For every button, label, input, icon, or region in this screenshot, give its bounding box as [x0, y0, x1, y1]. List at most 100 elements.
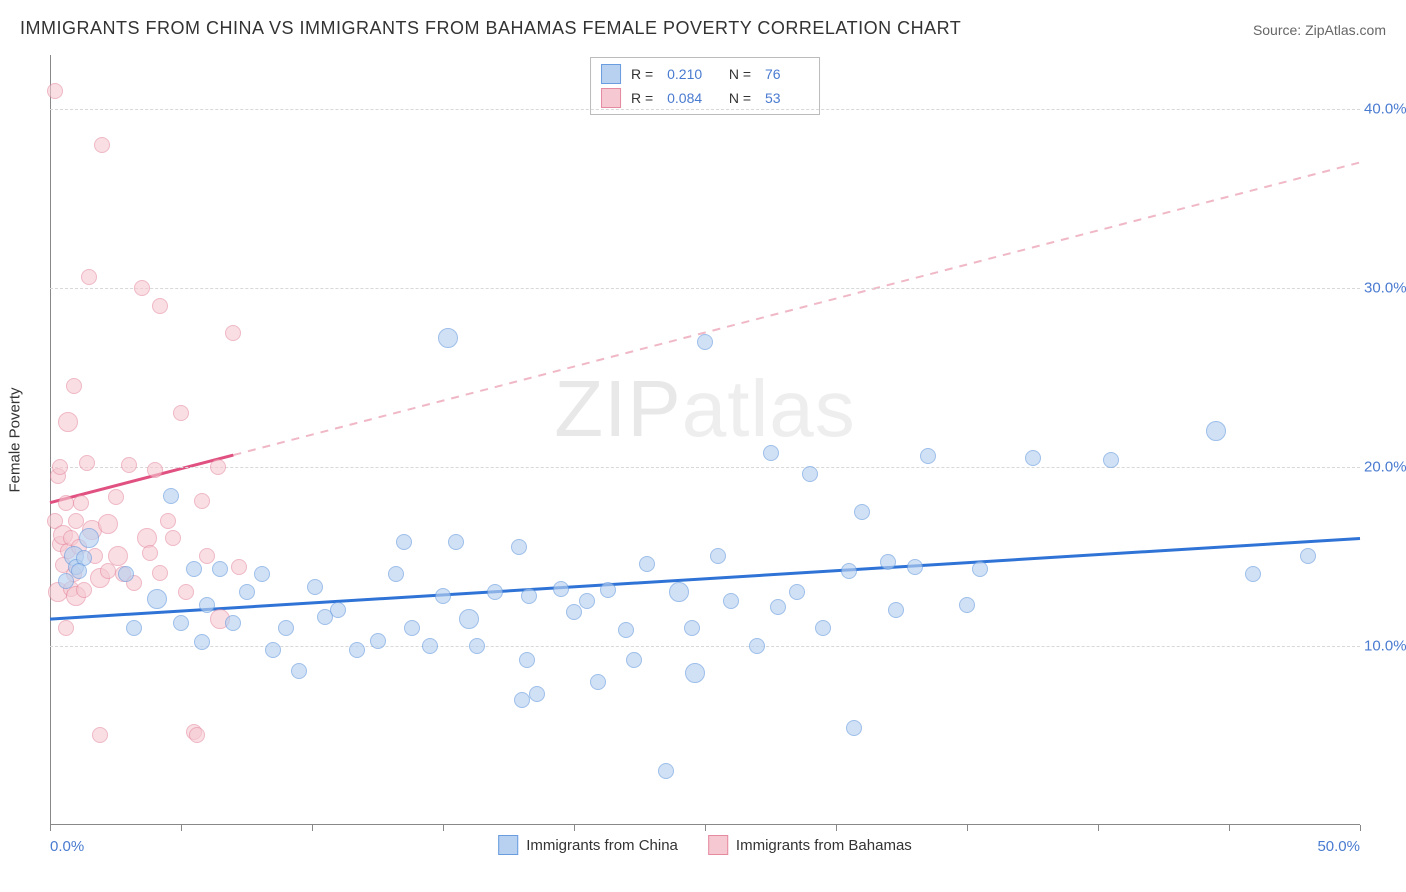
x-tick-mark	[1229, 825, 1230, 831]
data-point	[972, 561, 988, 577]
data-point	[291, 663, 307, 679]
data-point	[815, 620, 831, 636]
chart-title: IMMIGRANTS FROM CHINA VS IMMIGRANTS FROM…	[20, 18, 961, 39]
data-point	[802, 466, 818, 482]
stat-n-value: 76	[765, 66, 809, 82]
x-tick-mark	[312, 825, 313, 831]
legend-item: Immigrants from China	[498, 835, 678, 855]
data-point	[108, 489, 124, 505]
data-point	[79, 528, 99, 548]
data-point	[231, 559, 247, 575]
data-point	[307, 579, 323, 595]
legend-label: Immigrants from China	[526, 837, 678, 854]
data-point	[194, 634, 210, 650]
trend-line-solid	[50, 538, 1360, 619]
data-point	[626, 652, 642, 668]
data-point	[173, 615, 189, 631]
stat-n-label: N =	[721, 66, 755, 82]
data-point	[212, 561, 228, 577]
data-point	[529, 686, 545, 702]
data-point	[199, 597, 215, 613]
x-axis-max-label: 50.0%	[1317, 838, 1360, 855]
data-point	[697, 334, 713, 350]
data-point	[448, 534, 464, 550]
data-point	[165, 530, 181, 546]
data-point	[1103, 452, 1119, 468]
data-point	[147, 589, 167, 609]
data-point	[79, 455, 95, 471]
legend-swatch	[601, 88, 621, 108]
data-point	[58, 573, 74, 589]
x-tick-mark	[1360, 825, 1361, 831]
x-tick-mark	[836, 825, 837, 831]
gridline	[50, 109, 1360, 110]
data-point	[121, 457, 137, 473]
data-point	[396, 534, 412, 550]
data-point	[487, 584, 503, 600]
data-point	[73, 495, 89, 511]
data-point	[566, 604, 582, 620]
stat-r-label: R =	[631, 90, 657, 106]
data-point	[763, 445, 779, 461]
data-point	[225, 325, 241, 341]
data-point	[94, 137, 110, 153]
data-point	[770, 599, 786, 615]
data-point	[330, 602, 346, 618]
y-tick-label: 20.0%	[1364, 458, 1406, 475]
stat-n-label: N =	[721, 90, 755, 106]
data-point	[186, 561, 202, 577]
data-point	[47, 83, 63, 99]
data-point	[959, 597, 975, 613]
stat-r-value: 0.210	[667, 66, 711, 82]
data-point	[514, 692, 530, 708]
data-point	[265, 642, 281, 658]
data-point	[58, 412, 78, 432]
y-axis-title: Female Poverty	[7, 387, 24, 492]
x-tick-mark	[1098, 825, 1099, 831]
data-point	[71, 563, 87, 579]
data-point	[600, 582, 616, 598]
data-point	[52, 459, 68, 475]
legend-swatch	[498, 835, 518, 855]
gridline	[50, 288, 1360, 289]
stats-row: R = 0.210 N = 76	[601, 62, 809, 86]
data-point	[239, 584, 255, 600]
data-point	[388, 566, 404, 582]
data-point	[846, 720, 862, 736]
gridline	[50, 467, 1360, 468]
data-point	[108, 546, 128, 566]
data-point	[225, 615, 241, 631]
x-tick-mark	[574, 825, 575, 831]
x-tick-mark	[181, 825, 182, 831]
data-point	[134, 280, 150, 296]
data-point	[160, 513, 176, 529]
data-point	[435, 588, 451, 604]
legend-item: Immigrants from Bahamas	[708, 835, 912, 855]
data-point	[521, 588, 537, 604]
data-point	[590, 674, 606, 690]
data-point	[880, 554, 896, 570]
trend-line-dashed	[233, 162, 1360, 455]
y-tick-label: 30.0%	[1364, 279, 1406, 296]
x-tick-mark	[967, 825, 968, 831]
gridline	[50, 646, 1360, 647]
data-point	[152, 298, 168, 314]
data-point	[422, 638, 438, 654]
correlation-stats-box: R = 0.210 N = 76R = 0.084 N = 53	[590, 57, 820, 115]
series-legend: Immigrants from China Immigrants from Bah…	[498, 835, 912, 855]
x-tick-mark	[705, 825, 706, 831]
data-point	[438, 328, 458, 348]
data-point	[126, 620, 142, 636]
data-point	[98, 514, 118, 534]
data-point	[459, 609, 479, 629]
data-point	[669, 582, 689, 602]
scatter-plot: ZIPatlas Female Poverty 0.0% 50.0% R = 0…	[50, 55, 1360, 825]
y-tick-label: 10.0%	[1364, 637, 1406, 654]
data-point	[58, 495, 74, 511]
stat-n-value: 53	[765, 90, 809, 106]
data-point	[142, 545, 158, 561]
data-point	[194, 493, 210, 509]
data-point	[658, 763, 674, 779]
data-point	[469, 638, 485, 654]
data-point	[723, 593, 739, 609]
